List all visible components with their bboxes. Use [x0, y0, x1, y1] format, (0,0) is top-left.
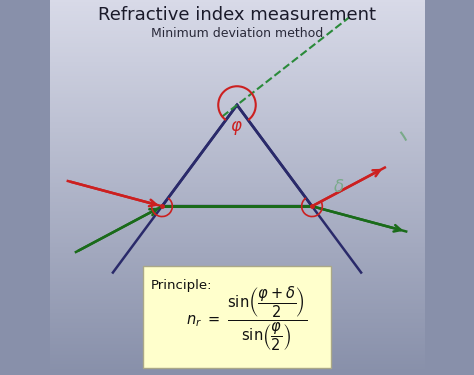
Text: $n_r\ =\ \dfrac{\sin\!\left(\dfrac{\varphi+\delta}{2}\right)}{\sin\!\left(\dfrac: $n_r\ =\ \dfrac{\sin\!\left(\dfrac{\varp…	[186, 285, 307, 353]
Text: $\delta$: $\delta$	[333, 178, 344, 196]
Text: $\varphi$: $\varphi$	[230, 119, 243, 137]
Text: Refractive index measurement: Refractive index measurement	[98, 6, 376, 24]
Text: Principle:: Principle:	[151, 279, 212, 292]
Text: Minimum deviation method: Minimum deviation method	[151, 27, 323, 40]
Bar	[143, 266, 331, 368]
